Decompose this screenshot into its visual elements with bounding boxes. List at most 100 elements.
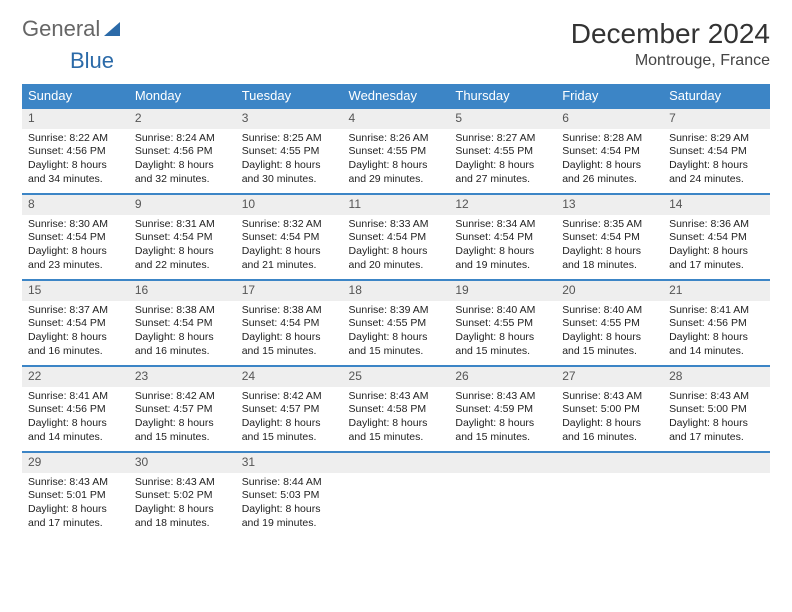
sunset-text: Sunset: 4:55 PM bbox=[455, 317, 550, 331]
daylight-text-1: Daylight: 8 hours bbox=[455, 417, 550, 431]
sunrise-text: Sunrise: 8:40 AM bbox=[455, 304, 550, 318]
sunset-text: Sunset: 5:02 PM bbox=[135, 489, 230, 503]
day-number: 17 bbox=[236, 281, 343, 301]
daylight-text-1: Daylight: 8 hours bbox=[349, 245, 444, 259]
daylight-text-1: Daylight: 8 hours bbox=[135, 417, 230, 431]
calendar-body: 1Sunrise: 8:22 AMSunset: 4:56 PMDaylight… bbox=[22, 108, 770, 538]
sunset-text: Sunset: 4:54 PM bbox=[242, 231, 337, 245]
day-number: 11 bbox=[343, 195, 450, 215]
sunset-text: Sunset: 4:54 PM bbox=[28, 317, 123, 331]
daylight-text-2: and 15 minutes. bbox=[135, 431, 230, 445]
daylight-text-1: Daylight: 8 hours bbox=[455, 159, 550, 173]
calendar-day-cell: 27Sunrise: 8:43 AMSunset: 5:00 PMDayligh… bbox=[556, 366, 663, 452]
sunset-text: Sunset: 4:57 PM bbox=[242, 403, 337, 417]
calendar-day-cell: 13Sunrise: 8:35 AMSunset: 4:54 PMDayligh… bbox=[556, 194, 663, 280]
calendar-week-row: 1Sunrise: 8:22 AMSunset: 4:56 PMDaylight… bbox=[22, 108, 770, 194]
sunset-text: Sunset: 4:56 PM bbox=[669, 317, 764, 331]
sunrise-text: Sunrise: 8:42 AM bbox=[242, 390, 337, 404]
logo-text-1: General bbox=[22, 18, 100, 40]
calendar-week-row: 15Sunrise: 8:37 AMSunset: 4:54 PMDayligh… bbox=[22, 280, 770, 366]
calendar-day-cell: 8Sunrise: 8:30 AMSunset: 4:54 PMDaylight… bbox=[22, 194, 129, 280]
calendar-week-row: 29Sunrise: 8:43 AMSunset: 5:01 PMDayligh… bbox=[22, 452, 770, 538]
sunrise-text: Sunrise: 8:41 AM bbox=[669, 304, 764, 318]
calendar-week-row: 22Sunrise: 8:41 AMSunset: 4:56 PMDayligh… bbox=[22, 366, 770, 452]
day-number: 27 bbox=[556, 367, 663, 387]
day-detail: Sunrise: 8:24 AMSunset: 4:56 PMDaylight:… bbox=[129, 129, 236, 191]
day-number: 14 bbox=[663, 195, 770, 215]
daylight-text-1: Daylight: 8 hours bbox=[669, 245, 764, 259]
sunset-text: Sunset: 4:58 PM bbox=[349, 403, 444, 417]
day-number: 24 bbox=[236, 367, 343, 387]
calendar-day-cell: 5Sunrise: 8:27 AMSunset: 4:55 PMDaylight… bbox=[449, 108, 556, 194]
calendar-day-cell bbox=[343, 452, 450, 538]
day-detail: Sunrise: 8:22 AMSunset: 4:56 PMDaylight:… bbox=[22, 129, 129, 191]
day-detail: Sunrise: 8:41 AMSunset: 4:56 PMDaylight:… bbox=[22, 387, 129, 449]
daylight-text-2: and 34 minutes. bbox=[28, 173, 123, 187]
sunrise-text: Sunrise: 8:32 AM bbox=[242, 218, 337, 232]
daylight-text-1: Daylight: 8 hours bbox=[349, 417, 444, 431]
day-number: 8 bbox=[22, 195, 129, 215]
sunset-text: Sunset: 4:55 PM bbox=[455, 145, 550, 159]
calendar-day-cell: 14Sunrise: 8:36 AMSunset: 4:54 PMDayligh… bbox=[663, 194, 770, 280]
sunrise-text: Sunrise: 8:30 AM bbox=[28, 218, 123, 232]
sunset-text: Sunset: 4:55 PM bbox=[349, 317, 444, 331]
day-detail: Sunrise: 8:34 AMSunset: 4:54 PMDaylight:… bbox=[449, 215, 556, 277]
calendar-day-cell: 24Sunrise: 8:42 AMSunset: 4:57 PMDayligh… bbox=[236, 366, 343, 452]
sunset-text: Sunset: 5:00 PM bbox=[669, 403, 764, 417]
daylight-text-1: Daylight: 8 hours bbox=[242, 245, 337, 259]
calendar-day-cell: 3Sunrise: 8:25 AMSunset: 4:55 PMDaylight… bbox=[236, 108, 343, 194]
daylight-text-1: Daylight: 8 hours bbox=[28, 245, 123, 259]
day-detail: Sunrise: 8:38 AMSunset: 4:54 PMDaylight:… bbox=[129, 301, 236, 363]
sunset-text: Sunset: 4:56 PM bbox=[28, 145, 123, 159]
sunset-text: Sunset: 4:59 PM bbox=[455, 403, 550, 417]
daylight-text-2: and 29 minutes. bbox=[349, 173, 444, 187]
daylight-text-2: and 17 minutes. bbox=[28, 517, 123, 531]
calendar-day-cell: 31Sunrise: 8:44 AMSunset: 5:03 PMDayligh… bbox=[236, 452, 343, 538]
daylight-text-2: and 17 minutes. bbox=[669, 431, 764, 445]
day-detail: Sunrise: 8:40 AMSunset: 4:55 PMDaylight:… bbox=[449, 301, 556, 363]
sunrise-text: Sunrise: 8:43 AM bbox=[455, 390, 550, 404]
daylight-text-2: and 17 minutes. bbox=[669, 259, 764, 273]
sunset-text: Sunset: 4:54 PM bbox=[135, 231, 230, 245]
sunrise-text: Sunrise: 8:43 AM bbox=[562, 390, 657, 404]
weekday-header: Monday bbox=[129, 84, 236, 108]
sunset-text: Sunset: 4:54 PM bbox=[349, 231, 444, 245]
empty-day bbox=[449, 453, 556, 473]
daylight-text-1: Daylight: 8 hours bbox=[135, 503, 230, 517]
day-detail: Sunrise: 8:33 AMSunset: 4:54 PMDaylight:… bbox=[343, 215, 450, 277]
day-detail: Sunrise: 8:41 AMSunset: 4:56 PMDaylight:… bbox=[663, 301, 770, 363]
sunrise-text: Sunrise: 8:38 AM bbox=[135, 304, 230, 318]
day-detail: Sunrise: 8:43 AMSunset: 5:01 PMDaylight:… bbox=[22, 473, 129, 535]
calendar-day-cell: 6Sunrise: 8:28 AMSunset: 4:54 PMDaylight… bbox=[556, 108, 663, 194]
calendar-day-cell: 12Sunrise: 8:34 AMSunset: 4:54 PMDayligh… bbox=[449, 194, 556, 280]
calendar-day-cell: 10 Sunrise: 8:32 AMSunset: 4:54 PMDayligh… bbox=[236, 194, 343, 280]
calendar-day-cell: 28Sunrise: 8:43 AMSunset: 5:00 PMDayligh… bbox=[663, 366, 770, 452]
sunrise-text: Sunrise: 8:33 AM bbox=[349, 218, 444, 232]
weekday-header: Tuesday bbox=[236, 84, 343, 108]
daylight-text-1: Daylight: 8 hours bbox=[349, 159, 444, 173]
calendar-day-cell: 18Sunrise: 8:39 AMSunset: 4:55 PMDayligh… bbox=[343, 280, 450, 366]
weekday-header: Wednesday bbox=[343, 84, 450, 108]
sunrise-text: Sunrise: 8:43 AM bbox=[135, 476, 230, 490]
sunrise-text: Sunrise: 8:28 AM bbox=[562, 132, 657, 146]
calendar-day-cell bbox=[663, 452, 770, 538]
daylight-text-1: Daylight: 8 hours bbox=[135, 245, 230, 259]
calendar-day-cell: 9Sunrise: 8:31 AMSunset: 4:54 PMDaylight… bbox=[129, 194, 236, 280]
day-detail: Sunrise: 8:31 AMSunset: 4:54 PMDaylight:… bbox=[129, 215, 236, 277]
calendar-table: Sunday Monday Tuesday Wednesday Thursday… bbox=[22, 84, 770, 538]
day-detail: Sunrise: 8:35 AMSunset: 4:54 PMDaylight:… bbox=[556, 215, 663, 277]
day-number: 10 bbox=[236, 195, 343, 215]
calendar-day-cell: 1Sunrise: 8:22 AMSunset: 4:56 PMDaylight… bbox=[22, 108, 129, 194]
day-number: 3 bbox=[236, 109, 343, 129]
sunrise-text: Sunrise: 8:34 AM bbox=[455, 218, 550, 232]
day-detail: Sunrise: 8:25 AMSunset: 4:55 PMDaylight:… bbox=[236, 129, 343, 191]
daylight-text-2: and 15 minutes. bbox=[242, 431, 337, 445]
calendar-day-cell: 26Sunrise: 8:43 AMSunset: 4:59 PMDayligh… bbox=[449, 366, 556, 452]
daylight-text-1: Daylight: 8 hours bbox=[669, 331, 764, 345]
sunrise-text: Sunrise: 8:43 AM bbox=[669, 390, 764, 404]
daylight-text-1: Daylight: 8 hours bbox=[562, 159, 657, 173]
day-number: 21 bbox=[663, 281, 770, 301]
day-number: 23 bbox=[129, 367, 236, 387]
weekday-header: Thursday bbox=[449, 84, 556, 108]
sunrise-text: Sunrise: 8:25 AM bbox=[242, 132, 337, 146]
